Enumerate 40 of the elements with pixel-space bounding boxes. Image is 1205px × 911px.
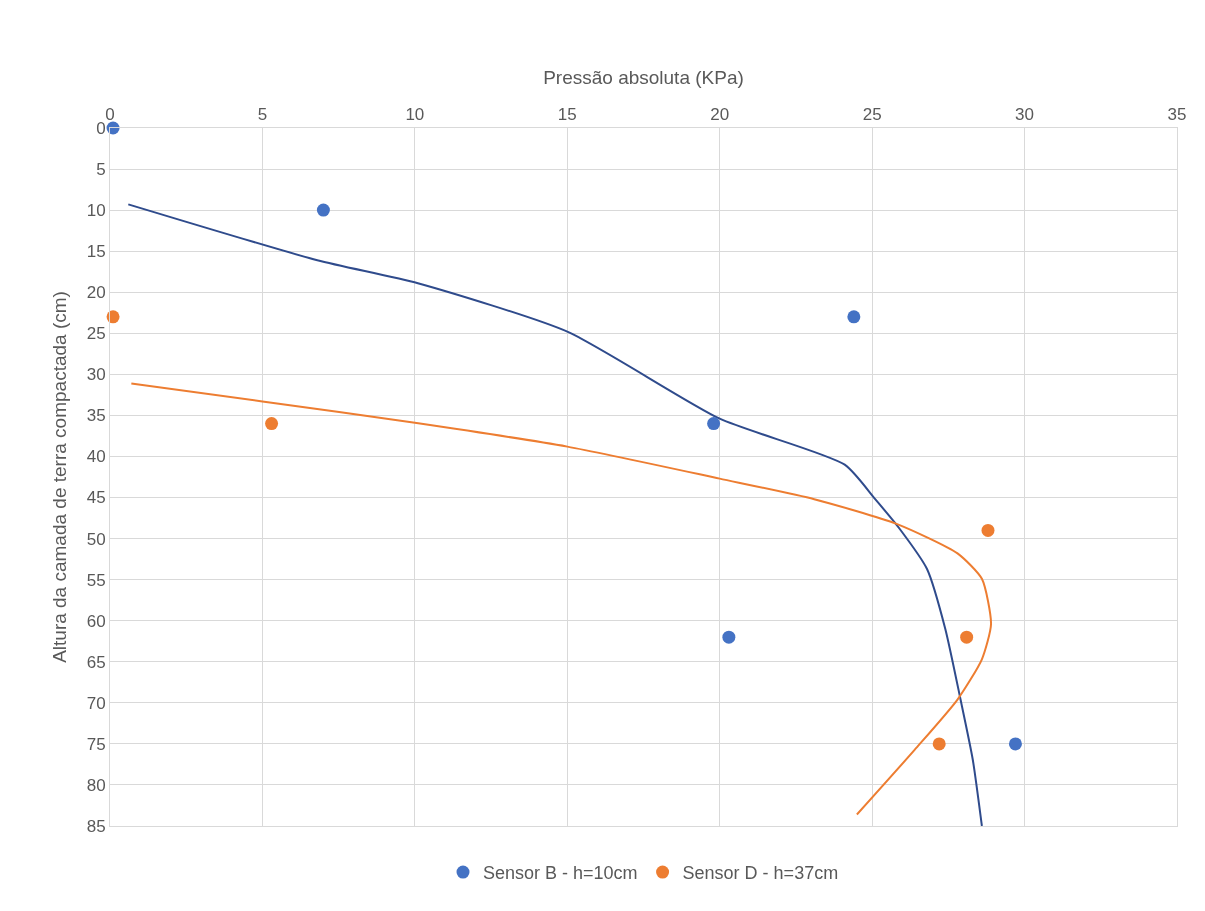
y-tick-label: 5 [96, 160, 106, 180]
y-tick-label: 20 [86, 283, 106, 303]
x-tick-label: 30 [1015, 105, 1035, 125]
point [316, 203, 330, 217]
point [1008, 737, 1022, 751]
line-series [127, 203, 983, 826]
x-tick-label: 10 [405, 105, 425, 125]
legend-label: Sensor B - h=10cm [483, 863, 638, 884]
y-tick-label: 75 [86, 734, 106, 754]
point [960, 630, 974, 644]
x-tick-label: 15 [557, 105, 577, 125]
point [981, 523, 995, 537]
y-tick-label: 35 [86, 406, 106, 426]
point [707, 417, 721, 431]
y-tick-label: 15 [86, 242, 106, 262]
y-tick-label: 65 [86, 652, 106, 672]
x-tick-label: 5 [257, 105, 268, 125]
y-tick-label: 0 [96, 118, 106, 138]
point [722, 630, 736, 644]
point [932, 737, 946, 751]
y-axis-title: Altura da camada de terra compactada (cm) [48, 291, 70, 663]
legend-label: Sensor D - h=37cm [682, 863, 839, 884]
y-tick-label: 25 [86, 324, 106, 344]
x-tick-label: 35 [1167, 105, 1187, 125]
y-tick-label: 40 [86, 447, 106, 467]
y-tick-label: 80 [86, 775, 106, 795]
x-tick-label: 20 [710, 105, 730, 125]
y-tick-label: 55 [86, 570, 106, 590]
y-tick-label: 60 [86, 611, 106, 631]
point [265, 417, 279, 431]
point [847, 310, 861, 324]
y-tick-label: 70 [86, 693, 106, 713]
x-axis-title: Pressão absoluta (KPa) [543, 67, 744, 89]
y-tick-label: 85 [86, 816, 106, 836]
y-tick-label: 45 [86, 488, 106, 508]
y-tick-label: 10 [86, 201, 106, 221]
line-series [130, 382, 993, 816]
y-tick-label: 30 [86, 365, 106, 385]
y-tick-label: 50 [86, 529, 106, 549]
x-tick-label: 25 [862, 105, 882, 125]
